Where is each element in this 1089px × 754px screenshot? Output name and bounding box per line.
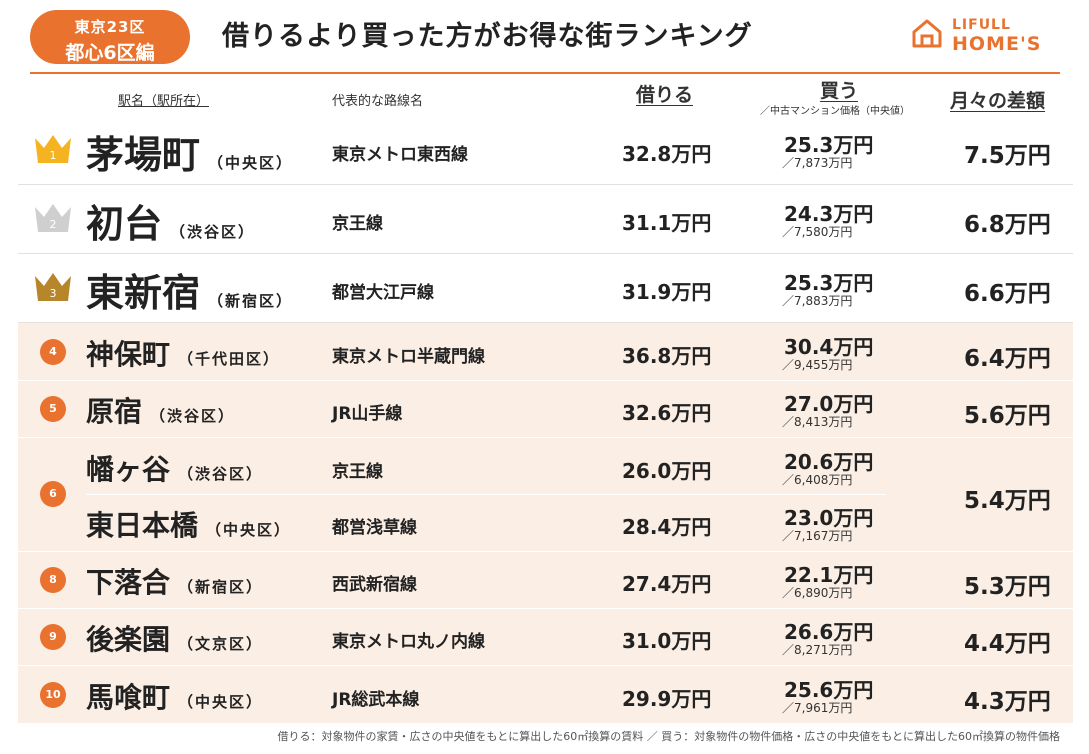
rent-value: 28.4万円 (622, 515, 712, 539)
rent-value: 26.0万円 (622, 459, 712, 483)
table-row: 2 初台 （渋谷区） 京王線 31.1万円 24.3万円 ／7,580万円 6.8… (18, 185, 1073, 254)
condo-price: ／7,167万円 (782, 529, 853, 543)
header-line: 代表的な路線名 (332, 94, 424, 109)
station-name: 幡ヶ谷 （渋谷区） (86, 453, 264, 486)
header-station: 駅名（駅所在） (118, 94, 210, 109)
monthly-diff: 4.3万円 (964, 689, 1051, 715)
rank-badge: 4 (40, 339, 66, 365)
monthly-diff: 5.3万円 (964, 574, 1051, 600)
bronze-crown-icon: 3 (35, 273, 71, 301)
station-name: 神保町 （千代田区） (86, 338, 281, 371)
buy-value: 25.3万円 (784, 133, 874, 157)
header-divider (30, 72, 1060, 74)
table-row: 10 馬喰町 （中央区） JR総武本線 29.9万円 25.6万円 ／7,961万… (18, 666, 1073, 724)
rail-line: 都営浅草線 (332, 518, 417, 538)
rent-value: 36.8万円 (622, 344, 712, 368)
buy-value: 30.4万円 (784, 335, 874, 359)
buy-value: 22.1万円 (784, 563, 874, 587)
rail-line: 西武新宿線 (332, 575, 417, 595)
rail-line: 都営大江戸線 (332, 283, 434, 303)
station-name: 馬喰町 （中央区） (86, 681, 264, 714)
rank-badge: 9 (40, 624, 66, 650)
station-name: 茅場町 （中央区） (86, 133, 294, 177)
badge-line1: 東京23区 (74, 18, 146, 36)
rail-line: 東京メトロ半蔵門線 (332, 347, 485, 367)
rail-line: JR山手線 (332, 404, 403, 424)
monthly-diff: 6.4万円 (964, 346, 1051, 372)
header-buy-sub: ／中古マンション価格（中央値） (760, 106, 910, 117)
table-row: 1 茅場町 （中央区） 東京メトロ東西線 32.8万円 25.3万円 ／7,873… (18, 118, 1073, 185)
area-badge: 東京23区 都心6区編 (30, 10, 190, 64)
rail-line: 東京メトロ丸ノ内線 (332, 632, 485, 652)
station-name: 東新宿 （新宿区） (86, 271, 294, 315)
monthly-diff: 4.4万円 (964, 631, 1051, 657)
buy-value: 25.6万円 (784, 678, 874, 702)
condo-price: ／7,961万円 (782, 701, 853, 715)
logo-line1: LIFULL (952, 17, 1011, 33)
monthly-diff: 6.6万円 (964, 281, 1051, 307)
rail-line: 東京メトロ東西線 (332, 145, 468, 165)
buy-value: 20.6万円 (784, 450, 874, 474)
table-row: 5 原宿 （渋谷区） JR山手線 32.6万円 27.0万円 ／8,413万円 5… (18, 381, 1073, 438)
badge-line2: 都心6区編 (65, 42, 155, 64)
buy-value: 24.3万円 (784, 202, 874, 226)
table-row: 8 下落合 （新宿区） 西武新宿線 27.4万円 22.1万円 ／6,890万円 … (18, 552, 1073, 609)
buy-value: 27.0万円 (784, 392, 874, 416)
rank-badge: 5 (40, 396, 66, 422)
monthly-diff: 5.6万円 (964, 403, 1051, 429)
buy-value: 25.3万円 (784, 271, 874, 295)
table-row: 3 東新宿 （新宿区） 都営大江戸線 31.9万円 25.3万円 ／7,883万円… (18, 254, 1073, 323)
rank-number: 1 (50, 149, 57, 162)
rank-badge: 6 (40, 481, 66, 507)
condo-price: ／7,873万円 (782, 156, 853, 170)
station-name: 原宿 （渋谷区） (86, 395, 236, 428)
station-name: 後楽園 （文京区） (86, 623, 264, 656)
condo-price: ／9,455万円 (782, 358, 853, 372)
rent-value: 27.4万円 (622, 572, 712, 596)
condo-price: ／8,271万円 (782, 643, 853, 657)
silver-crown-icon: 2 (35, 204, 71, 232)
monthly-diff: 5.4万円 (964, 488, 1051, 514)
rent-value: 31.1万円 (622, 211, 712, 235)
rank-badge: 10 (40, 682, 66, 708)
rank-number: 2 (50, 218, 57, 231)
row-divider (86, 494, 886, 495)
rank-number: 3 (50, 287, 57, 300)
buy-value: 26.6万円 (784, 620, 874, 644)
logo-line2: HOME'S (952, 33, 1042, 55)
table-row: 9 後楽園 （文京区） 東京メトロ丸ノ内線 31.0万円 26.6万円 ／8,27… (18, 609, 1073, 666)
station-name: 初台 （渋谷区） (86, 202, 256, 246)
buy-value: 23.0万円 (784, 506, 874, 530)
table-row-group: 6 幡ヶ谷 （渋谷区） 京王線 26.0万円 20.6万円 ／6,408万円 東日… (18, 438, 1073, 552)
table-row: 4 神保町 （千代田区） 東京メトロ半蔵門線 36.8万円 30.4万円 ／9,4… (18, 323, 1073, 381)
monthly-diff: 7.5万円 (964, 143, 1051, 169)
condo-price: ／7,883万円 (782, 294, 853, 308)
station-name: 下落合 （新宿区） (86, 566, 264, 599)
rail-line: 京王線 (332, 462, 383, 482)
rent-value: 32.8万円 (622, 142, 712, 166)
footnote: 借りる：対象物件の家賃・広さの中央値をもとに算出した60㎡換算の賃料 ／ 買う：… (277, 730, 1060, 743)
condo-price: ／6,890万円 (782, 586, 853, 600)
header: 東京23区 都心6区編 借りるより買った方がお得な街ランキング LIFULL H… (0, 0, 1089, 74)
header-diff: 月々の差額 (950, 90, 1046, 112)
header-buy: 買う (820, 80, 859, 102)
rail-line: 京王線 (332, 214, 383, 234)
page-title: 借りるより買った方がお得な街ランキング (222, 21, 753, 52)
station-name: 東日本橋 （中央区） (86, 509, 292, 542)
rent-value: 31.0万円 (622, 629, 712, 653)
monthly-diff: 6.8万円 (964, 212, 1051, 238)
condo-price: ／6,408万円 (782, 473, 853, 487)
rent-value: 29.9万円 (622, 687, 712, 711)
rail-line: JR総武本線 (332, 690, 420, 710)
condo-price: ／7,580万円 (782, 225, 853, 239)
rank-badge: 8 (40, 567, 66, 593)
condo-price: ／8,413万円 (782, 415, 853, 429)
rent-value: 32.6万円 (622, 401, 712, 425)
header-rent: 借りる (636, 84, 694, 106)
gold-crown-icon: 1 (35, 135, 71, 163)
rent-value: 31.9万円 (622, 280, 712, 304)
house-logo-icon (912, 19, 942, 48)
lifull-homes-logo: LIFULL HOME'S (912, 16, 1062, 56)
